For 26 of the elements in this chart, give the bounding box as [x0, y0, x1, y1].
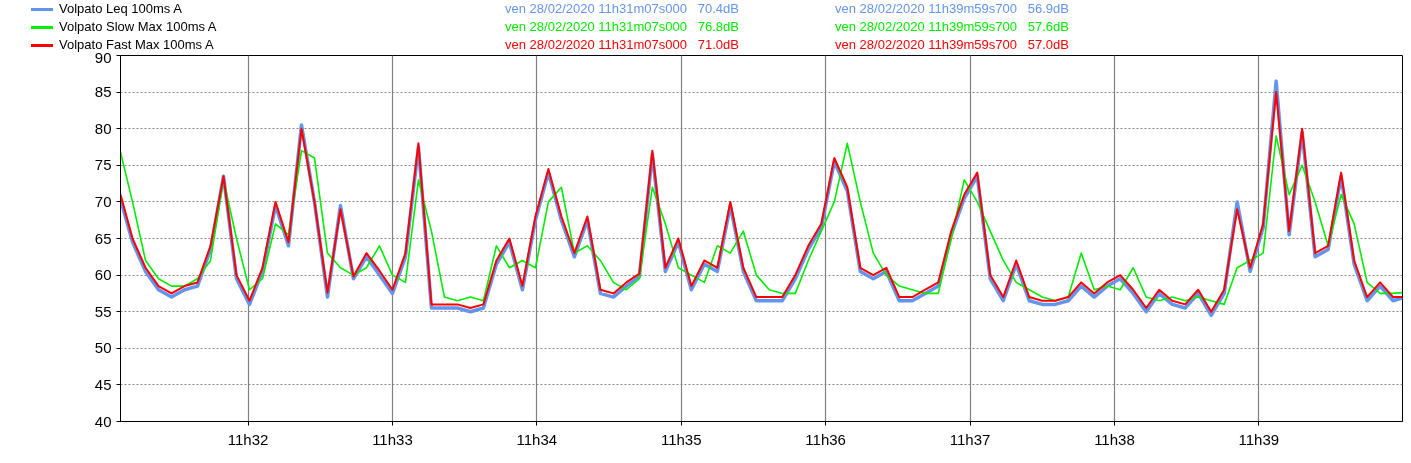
x-tick-label: 11h33	[372, 430, 413, 448]
text: ven 28/02/2020 11h39m59s700 57.6dB	[834, 18, 1070, 36]
x-tick-label: 11h34	[516, 430, 558, 448]
y-tick-label: 40	[94, 412, 112, 430]
y-tick-label: 65	[94, 229, 112, 247]
y-tick-label: 85	[94, 83, 112, 101]
x-tick-label: 11h38	[1094, 430, 1135, 448]
legend-label: Volpato Slow Max 100ms A	[58, 18, 218, 36]
text: ven 28/02/2020 11h39m59s700 56.9dB	[834, 0, 1070, 18]
y-tick-label: 60	[94, 266, 112, 284]
x-tick-label: 11h37	[949, 430, 991, 448]
y-tick-label: 70	[94, 192, 112, 210]
y-tick-label: 45	[94, 375, 112, 393]
y-tick-label: 50	[94, 339, 112, 357]
y-tick-label: 55	[94, 302, 112, 320]
y-tick-label: 80	[94, 119, 112, 137]
text: ven 28/02/2020 11h31m07s000 71.0dB	[504, 36, 740, 54]
text: ven 28/02/2020 11h31m07s000 76.8dB	[504, 18, 740, 36]
legend-label: Volpato Leq 100ms A	[58, 0, 183, 18]
x-tick-label: 11h32	[227, 430, 269, 448]
text: ven 28/02/2020 11h39m59s700 57.0dB	[834, 36, 1070, 54]
text: ven 28/02/2020 11h31m07s000 70.4dB	[504, 0, 740, 18]
x-tick-label: 11h36	[805, 430, 846, 448]
x-tick-label: 11h35	[660, 430, 702, 448]
y-tick-label: 75	[94, 156, 112, 174]
x-tick-label: 11h39	[1238, 430, 1280, 448]
